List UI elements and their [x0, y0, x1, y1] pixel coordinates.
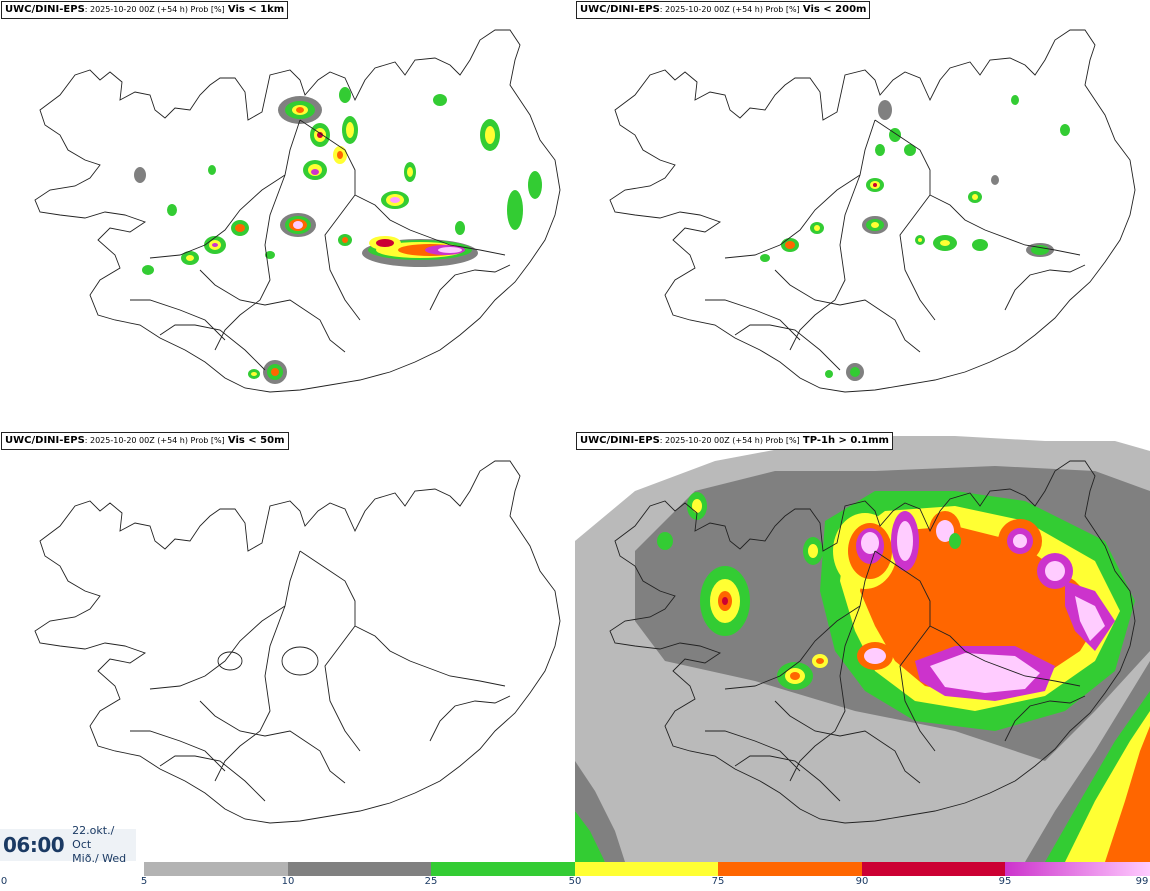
legend-tick: 75 — [711, 876, 725, 887]
legend-tick: 95 — [998, 876, 1012, 887]
panel-title-vis-1km: UWC/DINI-EPS: 2025-10-20 00Z (+54 h) Pro… — [1, 1, 289, 19]
run-info: : 2025-10-20 00Z (+54 h) Prob [%] — [84, 5, 225, 14]
map-panel-precip: UWC/DINI-EPS: 2025-10-20 00Z (+54 h) Pro… — [575, 431, 1150, 862]
legend-seg-95-99 — [1005, 862, 1150, 876]
legend-tick: 0 — [0, 876, 8, 887]
legend-tick: 25 — [424, 876, 438, 887]
run-info: : 2025-10-20 00Z (+54 h) Prob [%] — [659, 5, 800, 14]
legend-seg-10-25 — [288, 862, 431, 876]
legend-tick: 50 — [568, 876, 582, 887]
coastline — [609, 460, 1136, 824]
legend-seg-5-10 — [144, 862, 288, 876]
legend-labels: 0 5 10 25 50 75 90 95 99 — [0, 876, 1150, 891]
panel-title-vis-50m: UWC/DINI-EPS: 2025-10-20 00Z (+54 h) Pro… — [1, 432, 289, 450]
run-info: : 2025-10-20 00Z (+54 h) Prob [%] — [659, 436, 800, 445]
date-line: 22.okt./ Oct — [72, 824, 115, 851]
day-line: Mið./ Wed — [72, 852, 127, 865]
model-name: UWC/DINI-EPS — [5, 435, 85, 446]
legend-tick: 90 — [855, 876, 869, 887]
valid-date: 22.okt./ Oct Mið./ Wed — [72, 824, 136, 866]
legend-tick: 10 — [281, 876, 295, 887]
probability-shading — [760, 95, 1070, 381]
panel-title-vis-200m: UWC/DINI-EPS: 2025-10-20 00Z (+54 h) Pro… — [576, 1, 871, 19]
legend-tick: 5 — [140, 876, 148, 887]
iceland-map-vis-50m — [34, 460, 561, 824]
variable-name: TP-1h > 0.1mm — [802, 435, 889, 446]
variable-name: Vis < 1km — [227, 4, 285, 15]
legend-seg-50-75 — [575, 862, 718, 876]
valid-time-box: 06:00 22.okt./ Oct Mið./ Wed — [0, 824, 136, 865]
iceland-map-vis-200m — [609, 29, 1136, 393]
iceland-map-precip — [575, 436, 1150, 862]
legend-tick: 99 — [1135, 876, 1149, 887]
model-name: UWC/DINI-EPS — [5, 4, 85, 15]
legend-seg-75-90 — [718, 862, 862, 876]
map-panel-vis-200m: UWC/DINI-EPS: 2025-10-20 00Z (+54 h) Pro… — [575, 0, 1150, 431]
coastline — [609, 29, 1136, 393]
color-legend-bar — [144, 862, 1150, 876]
legend-seg-90-95 — [862, 862, 1005, 876]
panel-title-precip: UWC/DINI-EPS: 2025-10-20 00Z (+54 h) Pro… — [576, 432, 893, 450]
model-name: UWC/DINI-EPS — [580, 435, 660, 446]
run-info: : 2025-10-20 00Z (+54 h) Prob [%] — [84, 436, 225, 445]
variable-name: Vis < 50m — [227, 435, 285, 446]
legend-seg-25-50 — [431, 862, 575, 876]
coastline — [34, 29, 561, 393]
probability-shading — [575, 436, 1150, 862]
map-panel-vis-1km: UWC/DINI-EPS: 2025-10-20 00Z (+54 h) Pro… — [0, 0, 575, 431]
probability-shading — [134, 87, 542, 384]
valid-time: 06:00 — [3, 833, 65, 857]
variable-name: Vis < 200m — [802, 4, 867, 15]
map-panel-vis-50m: UWC/DINI-EPS: 2025-10-20 00Z (+54 h) Pro… — [0, 431, 575, 862]
coastline — [34, 460, 561, 824]
model-name: UWC/DINI-EPS — [580, 4, 660, 15]
iceland-map-vis-1km — [34, 29, 561, 393]
